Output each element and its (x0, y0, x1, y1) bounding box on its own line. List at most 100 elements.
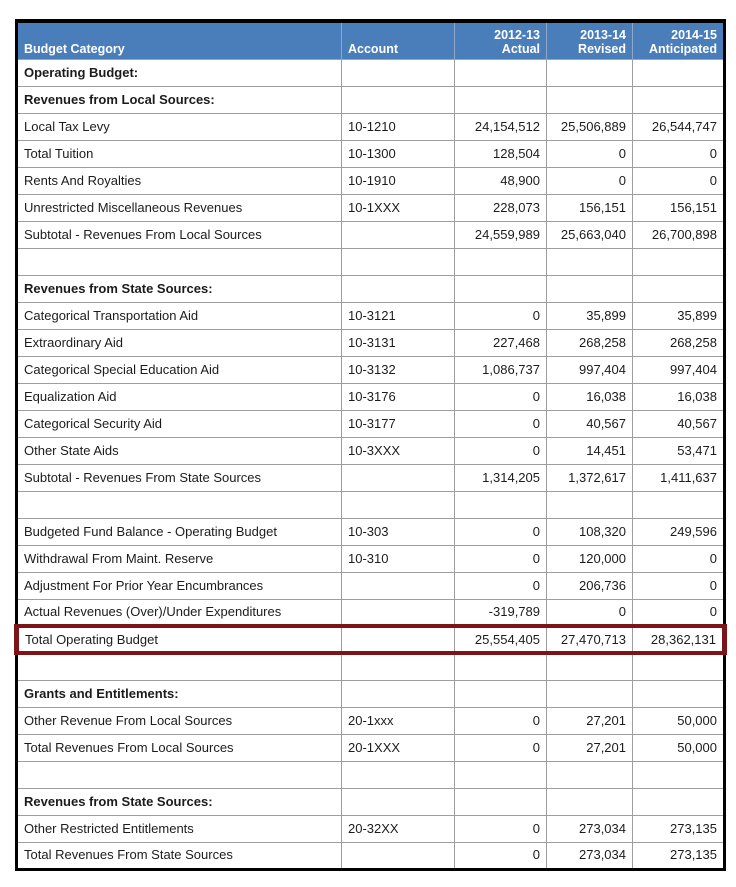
value-2013-14 (546, 274, 633, 303)
table-row: Total Revenues From Local Sources 20-1XXX… (16, 733, 725, 762)
row-label: Categorical Special Education Aid (16, 355, 342, 384)
value-2014-15: 0 (632, 571, 725, 600)
row-account (341, 571, 455, 600)
value-2012-13: 0 (454, 706, 547, 735)
value-2012-13 (454, 85, 547, 114)
row-label: Extraordinary Aid (16, 328, 342, 357)
value-2013-14 (546, 760, 633, 789)
value-2013-14 (546, 679, 633, 708)
value-2013-14 (546, 787, 633, 816)
value-2012-13: 1,314,205 (454, 463, 547, 492)
blank-row (16, 652, 725, 681)
value-2013-14 (546, 85, 633, 114)
row-account (341, 787, 455, 816)
value-2013-14: 273,034 (546, 841, 633, 870)
row-label: Actual Revenues (Over)/Under Expenditure… (16, 598, 342, 627)
table-row: Categorical Transportation Aid 10-3121 0 35… (16, 301, 725, 330)
value-2012-13: 0 (454, 733, 547, 762)
row-label: Adjustment For Prior Year Encumbrances (16, 571, 342, 600)
table-row: Subtotal - Revenues From Local Sources 24… (16, 220, 725, 249)
value-2012-13: 128,504 (454, 139, 547, 168)
row-account: 10-3121 (341, 301, 455, 330)
value-2013-14: 997,404 (546, 355, 633, 384)
row-label: Rents And Royalties (16, 166, 342, 195)
value-2012-13 (454, 652, 547, 681)
value-2014-15: 156,151 (632, 193, 725, 222)
value-2013-14: 206,736 (546, 571, 633, 600)
value-2013-14: 27,201 (546, 706, 633, 735)
value-2013-14 (546, 58, 633, 87)
row-account (341, 490, 455, 519)
header-year-label: 2012-13 (494, 27, 540, 42)
row-account (341, 841, 455, 870)
table-row: Revenues from State Sources: (16, 274, 725, 303)
value-2013-14: 0 (546, 598, 633, 627)
table-row: Total Operating Budget 25,554,405 27,470,7… (14, 624, 727, 655)
value-2014-15: 53,471 (632, 436, 725, 465)
table-row: Revenues from State Sources: (16, 787, 725, 816)
value-2014-15 (632, 679, 725, 708)
table-row: Total Revenues From State Sources 0 273,03… (16, 841, 725, 870)
value-2014-15 (632, 85, 725, 114)
row-label: Other Revenue From Local Sources (16, 706, 342, 735)
row-account: 10-1910 (341, 166, 455, 195)
table-row: Unrestricted Miscellaneous Revenues 10-1X… (16, 193, 725, 222)
value-2014-15: 50,000 (632, 733, 725, 762)
row-label: Budgeted Fund Balance - Operating Budget (16, 517, 342, 546)
row-label (16, 490, 342, 519)
header-2014-15-anticipated: 2014-15 Anticipated (632, 20, 725, 60)
value-2014-15: 268,258 (632, 328, 725, 357)
value-2013-14: 14,451 (546, 436, 633, 465)
row-label (16, 652, 342, 681)
row-label: Revenues from State Sources: (16, 274, 342, 303)
table-row: Other Restricted Entitlements 20-32XX 0 273… (16, 814, 725, 843)
row-label: Total Tuition (16, 139, 342, 168)
value-2014-15: 273,135 (632, 814, 725, 843)
value-2014-15 (632, 787, 725, 816)
value-2012-13: 0 (454, 436, 547, 465)
row-account: 20-1XXX (341, 733, 455, 762)
value-2012-13: 0 (454, 301, 547, 330)
row-label: Revenues from Local Sources: (16, 85, 342, 114)
row-account: 10-3XXX (341, 436, 455, 465)
value-2013-14: 25,663,040 (546, 220, 633, 249)
header-sub-label: Revised (578, 41, 626, 56)
header-sub-label: Actual (501, 41, 540, 56)
value-2012-13: 1,086,737 (454, 355, 547, 384)
table-row: Other State Aids 10-3XXX 0 14,451 53,471 (16, 436, 725, 465)
value-2014-15: 997,404 (632, 355, 725, 384)
row-label: Total Revenues From Local Sources (16, 733, 342, 762)
value-2014-15: 0 (632, 166, 725, 195)
table-row: Other Revenue From Local Sources 20-1xxx 0… (16, 706, 725, 735)
value-2013-14: 1,372,617 (546, 463, 633, 492)
row-account (341, 598, 455, 627)
blank-row (16, 760, 725, 789)
value-2013-14: 273,034 (546, 814, 633, 843)
value-2012-13: 0 (454, 409, 547, 438)
header-year-label: 2013-14 (580, 27, 626, 42)
value-2013-14: 25,506,889 (546, 112, 633, 141)
table-row: Extraordinary Aid 10-3131 227,468 268,258 26… (16, 328, 725, 357)
row-account (341, 652, 455, 681)
table-row: Grants and Entitlements: (16, 679, 725, 708)
value-2012-13: 0 (454, 517, 547, 546)
row-account: 10-3132 (341, 355, 455, 384)
table-row: Categorical Special Education Aid 10-3132… (16, 355, 725, 384)
value-2013-14: 0 (546, 139, 633, 168)
value-2013-14 (546, 247, 633, 276)
value-2012-13 (454, 274, 547, 303)
row-account: 20-1xxx (341, 706, 455, 735)
value-2013-14: 40,567 (546, 409, 633, 438)
row-account (341, 247, 455, 276)
row-label: Categorical Security Aid (16, 409, 342, 438)
row-label: Subtotal - Revenues From State Sources (16, 463, 342, 492)
row-account (341, 463, 455, 492)
value-2013-14: 268,258 (546, 328, 633, 357)
value-2013-14: 120,000 (546, 544, 633, 573)
row-account (341, 58, 455, 87)
value-2012-13: 0 (454, 841, 547, 870)
row-account (341, 85, 455, 114)
row-account: 10-3131 (341, 328, 455, 357)
value-2013-14 (546, 490, 633, 519)
